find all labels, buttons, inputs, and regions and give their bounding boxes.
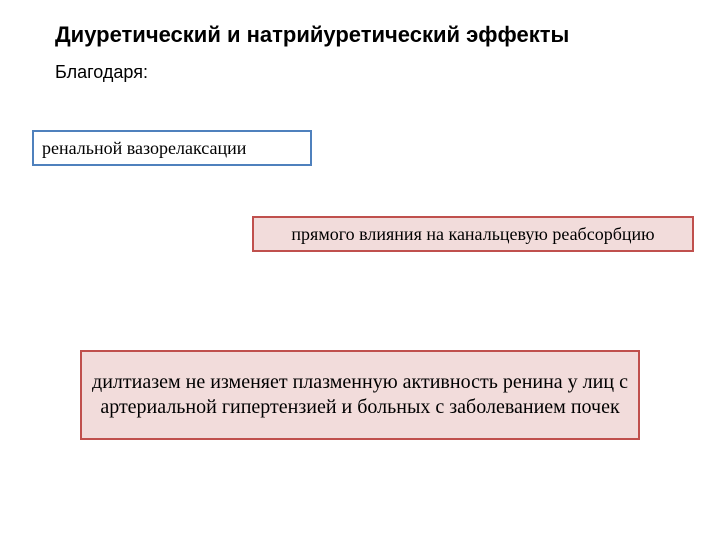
info-box-1: ренальной вазорелаксации xyxy=(32,130,312,166)
info-box-1-text: ренальной вазорелаксации xyxy=(42,137,246,160)
info-box-3: дилтиазем не изменяет плазменную активно… xyxy=(80,350,640,440)
info-box-2-text: прямого влияния на канальцевую реабсорбц… xyxy=(291,223,654,246)
info-box-2: прямого влияния на канальцевую реабсорбц… xyxy=(252,216,694,252)
slide-subtitle: Благодаря: xyxy=(55,62,148,83)
slide-title: Диуретический и натрийуретический эффект… xyxy=(55,22,569,48)
info-box-3-text: дилтиазем не изменяет плазменную активно… xyxy=(90,370,630,420)
slide: Диуретический и натрийуретический эффект… xyxy=(0,0,720,540)
